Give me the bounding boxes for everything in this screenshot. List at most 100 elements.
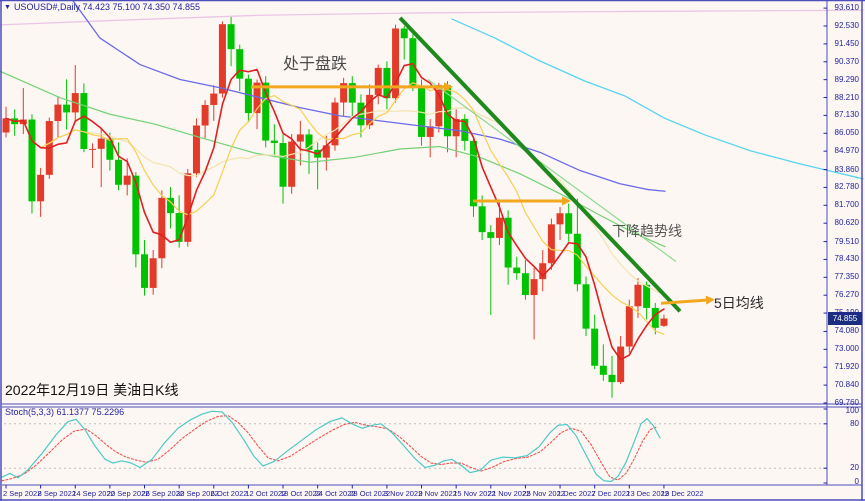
price-axis-label: 76.270 [834,290,859,300]
candle-body [158,197,166,259]
candle-body [236,49,244,79]
price-axis-label: 80.620 [834,218,859,228]
stoch-axis-label: 20 [850,463,859,473]
candle-body [149,258,157,288]
candle-body [452,118,460,137]
candle-body [426,126,434,137]
stoch-indicator-label: Stoch(5,3,3) 61.1377 75.2296 [5,407,125,417]
date-axis-label: 19 Dec 2022 [660,489,704,498]
candle-body [270,140,278,144]
candle-body [305,134,313,150]
candle-body [478,206,486,233]
date-axis-label: 24 Oct 2022 [314,489,356,498]
quote-text: USOUSD#,Daily 74.423 75.100 74.350 74.85… [13,2,201,12]
pink-ma-line [0,9,864,26]
date-axis-label: 3 Nov 2022 [383,489,423,498]
symbol-quote-readout: ▼ USOUSD#,Daily 74.423 75.100 74.350 74.8… [4,2,200,12]
candle-body [244,78,252,114]
ma20-line [5,107,665,296]
candle-body [521,273,529,296]
blue-ma-line [71,0,666,192]
candle-body [210,93,218,105]
candle-body [383,67,391,99]
candle-body [97,138,105,149]
candle-body [348,83,356,103]
stoch-axis-label: 100 [845,406,859,415]
date-axis-label: 6 Oct 2022 [210,489,248,498]
price-axis-label: 86.050 [834,128,859,138]
candle-body [444,85,452,137]
candle-body [504,217,512,268]
price-axis-label: 74.080 [834,326,859,336]
candle-body [28,119,36,202]
price-axis-label: 78.430 [834,254,859,264]
candle-body [582,284,590,329]
candle-body [218,24,226,94]
candle-body [530,279,538,296]
candle-body [435,85,443,127]
candle-body [132,175,140,255]
date-axis-label: 28 Oct 2022 [349,489,391,498]
candle-body [392,28,400,99]
date-axis-label: 26 Sep 2022 [141,489,185,498]
price-axis-label: 89.290 [834,74,859,84]
candle-body [556,213,564,225]
date-axis-label: 9 Nov 2022 [418,489,457,498]
candle-body [366,94,374,126]
candle-body [599,365,607,375]
price-axis-label: 91.450 [834,38,859,48]
candle-body [89,148,97,150]
date-axis-label: 20 Sep 2022 [106,489,150,498]
descending-trendline [398,16,682,313]
stoch-d-line [1,415,658,482]
stoch-axis-label: 80 [850,418,859,428]
resistance-arrow-ray-1-arrowhead-icon [444,82,453,92]
ma5-line [5,62,665,361]
candle-body [625,306,633,347]
date-axis-label: 18 Oct 2022 [280,489,321,498]
candle-body [608,374,616,383]
date-axis-label: 30 Sep 2022 [176,489,219,498]
candle-body [166,197,174,214]
date-axis-label: 1 Dec 2022 [557,489,596,498]
candle-body [37,174,45,202]
price-axis-label: 93.610 [834,3,859,13]
candle-body [175,213,183,242]
date-axis-label: 13 Dec 2022 [626,489,669,498]
price-axis-label: 92.530 [834,21,859,30]
candle-body [547,224,555,264]
candle-body [54,104,62,122]
candle-body [513,267,521,274]
candle-body [192,125,200,174]
price-axis-label: 88.210 [834,92,859,102]
date-axis-label: 8 Sep 2022 [37,489,76,498]
candle-body [253,82,261,114]
stoch-k-line [1,410,661,483]
candle-body [63,104,71,113]
ma5-pointer-arrow [660,298,707,305]
candle-body [227,24,235,50]
candle-body [651,307,659,328]
candle-body [487,232,495,238]
candle-body [495,217,503,238]
candle-body [374,67,382,95]
resistance-arrow-ray-2-arrowhead-icon [562,196,571,206]
stoch-axis-label: 0 [854,477,859,486]
candle-body [201,104,209,126]
price-axis-label: 70.840 [834,380,859,390]
candle-body [418,85,426,137]
candle-body [331,102,339,146]
candle-body [80,93,88,150]
candle-body [461,118,469,141]
candle-body [322,145,330,158]
candle-body [660,318,668,326]
candle-body [643,284,651,308]
price-axis-label: 73.000 [834,344,859,354]
candle-body [591,328,599,366]
price-axis-label: 69.760 [834,397,859,407]
candle-body [184,173,192,242]
annotation-consolidation: 处于盘跌 [283,56,348,73]
candle-body [262,82,270,141]
date-axis-label: 7 Dec 2022 [591,489,631,498]
